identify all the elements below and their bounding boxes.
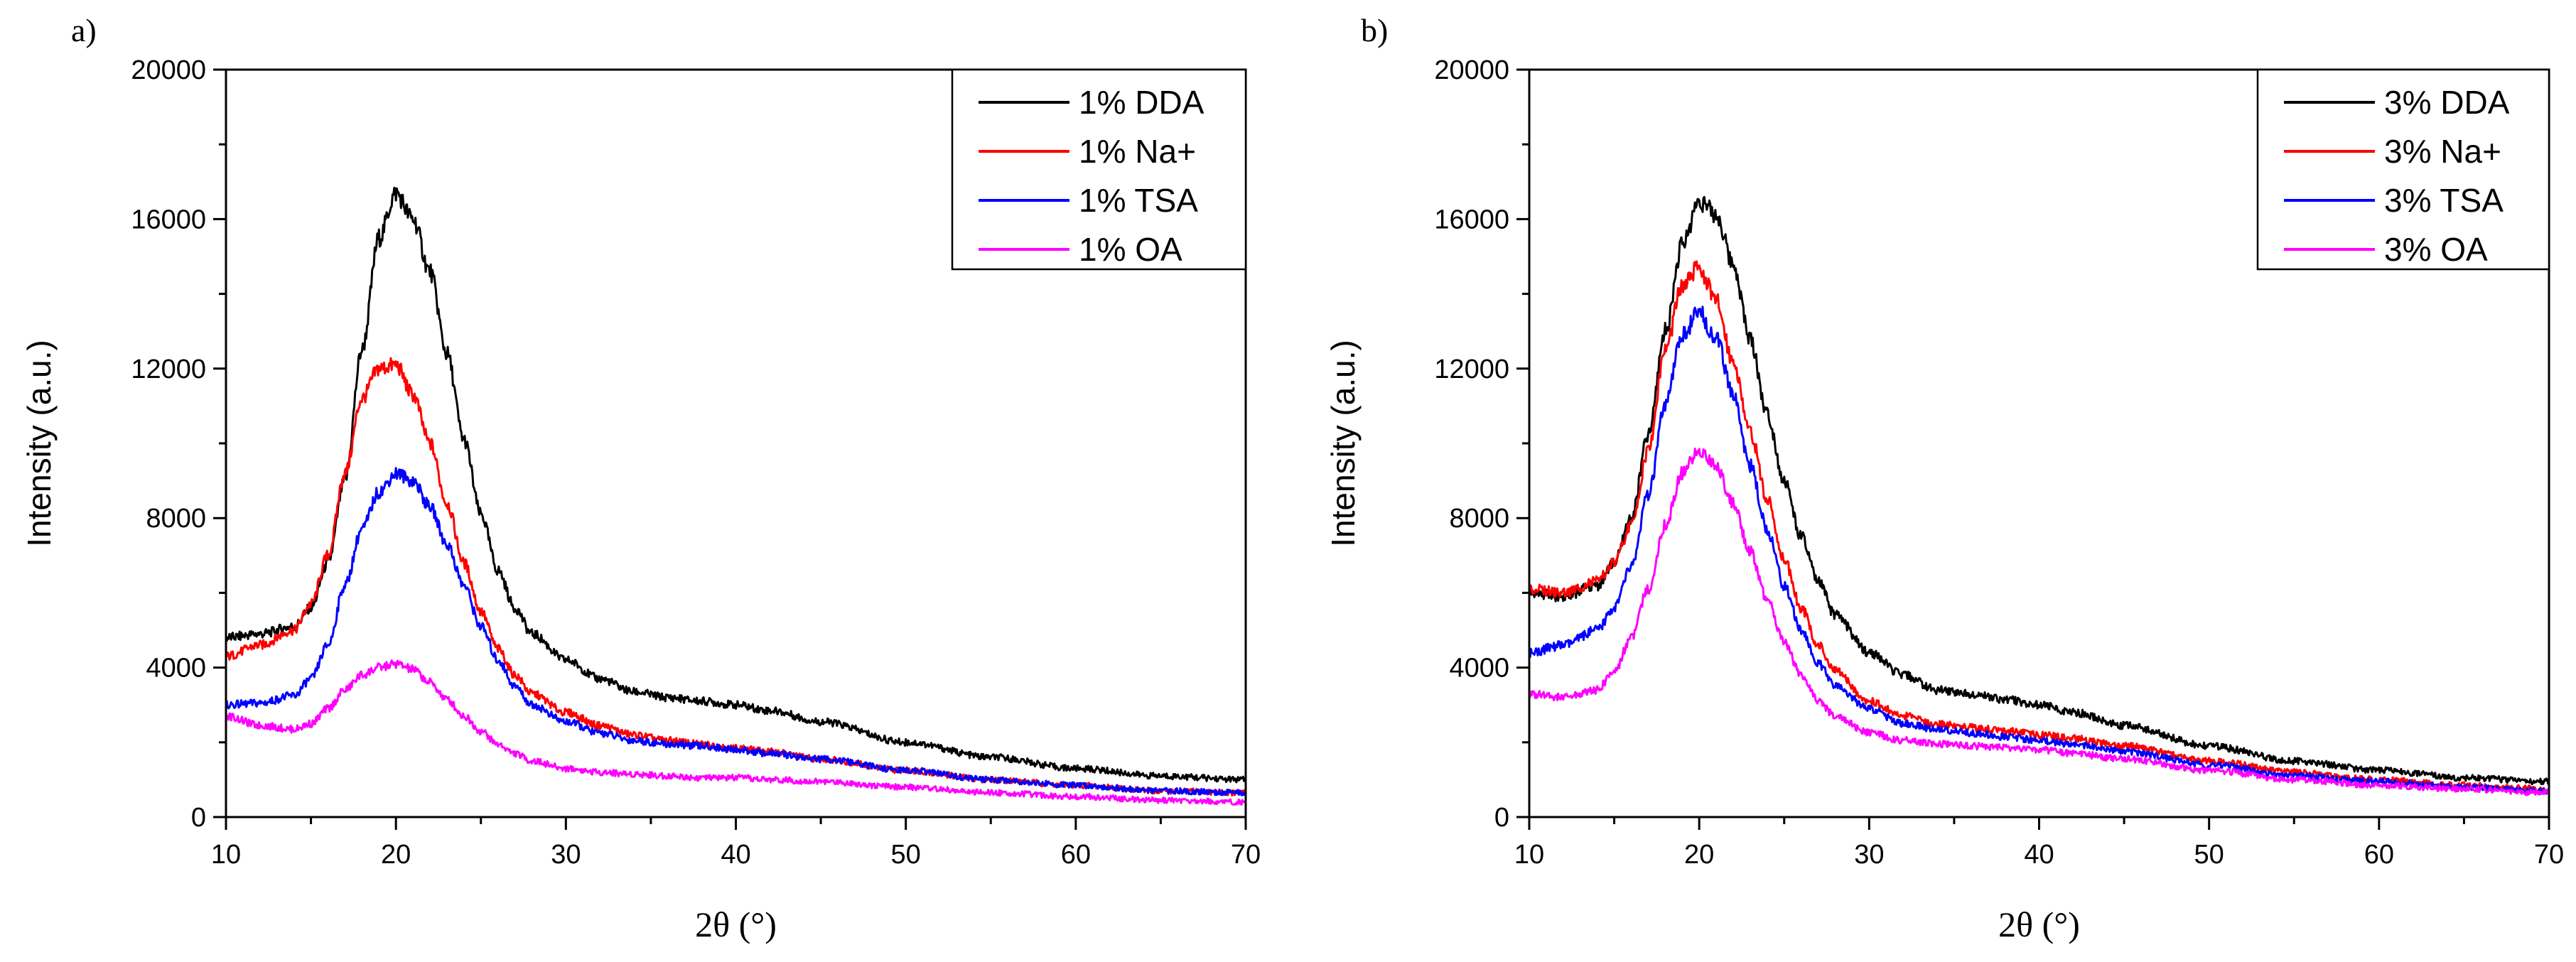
series-line-1-oa	[226, 659, 1246, 806]
x-tick-label: 30	[551, 840, 581, 870]
legend-label: 1% DDA	[1079, 84, 1205, 121]
series-lines	[226, 186, 1246, 806]
series-lines	[1529, 195, 2549, 796]
x-tick-label: 70	[2534, 840, 2564, 870]
y-tick-label: 0	[191, 803, 206, 833]
legend-label: 1% OA	[1079, 231, 1182, 268]
x-tick-label: 60	[2364, 840, 2394, 870]
legend-label: 1% TSA	[1079, 182, 1198, 219]
series-line-1-dda	[226, 186, 1246, 784]
y-tick-label: 20000	[1434, 55, 1509, 85]
y-tick-label: 4000	[146, 654, 206, 683]
y-tick-label: 0	[1494, 803, 1509, 833]
x-tick-label: 20	[381, 840, 411, 870]
y-tick-label: 8000	[146, 504, 206, 534]
legend: 1% DDA 1% Na+ 1% TSA 1% OA	[951, 68, 1247, 271]
series-line-3-dda	[1529, 195, 2549, 786]
x-tick-label: 40	[2024, 840, 2054, 870]
x-axis-title: 2θ (°)	[695, 904, 777, 944]
x-tick-label: 40	[721, 840, 750, 870]
chart-panel-a: a) 10 20 30 40 50 60 70 0 4000 8000 12000 16000 20000…	[21, 12, 1261, 944]
y-tick-label: 20000	[131, 55, 206, 85]
series-line-3-tsa	[1529, 306, 2549, 795]
legend-label: 3% DDA	[2384, 84, 2510, 121]
series-line-1-tsa	[226, 467, 1246, 796]
x-tick-label: 30	[1854, 840, 1884, 870]
panel-label: b)	[1361, 12, 1388, 48]
chart-panel-b: b) 10 20 30 40 50 60 70 0 4000 8000 12000 16000 20000…	[1325, 12, 2564, 944]
x-tick-label: 20	[1684, 840, 1714, 870]
y-tick-label: 16000	[131, 205, 206, 234]
series-line-3-oa	[1529, 447, 2549, 796]
y-tick-label: 8000	[1449, 504, 1509, 534]
legend-label: 3% OA	[2384, 231, 2488, 268]
y-axis-title: Intensity (a.u.)	[1325, 340, 1362, 546]
y-tick-label: 12000	[131, 355, 206, 384]
legend: 3% DDA 3% Na+ 3% TSA 3% OA	[2256, 68, 2550, 271]
y-tick-label: 4000	[1449, 654, 1509, 683]
series-line-1-na-	[226, 357, 1246, 797]
legend-label: 3% TSA	[2384, 182, 2504, 219]
x-tick-label: 60	[1061, 840, 1091, 870]
legend-label: 3% Na+	[2384, 133, 2501, 170]
x-tick-label: 50	[2194, 840, 2224, 870]
x-tick-label: 50	[891, 840, 921, 870]
y-axis-title: Intensity (a.u.)	[21, 340, 58, 546]
y-tick-label: 16000	[1434, 205, 1509, 234]
legend-label: 1% Na+	[1079, 133, 1196, 170]
x-tick-label: 70	[1231, 840, 1261, 870]
x-tick-label: 10	[1514, 840, 1544, 870]
panel-label: a)	[71, 12, 97, 48]
x-axis-title: 2θ (°)	[1998, 904, 2080, 944]
x-tick-label: 10	[211, 840, 241, 870]
y-tick-label: 12000	[1434, 355, 1509, 384]
